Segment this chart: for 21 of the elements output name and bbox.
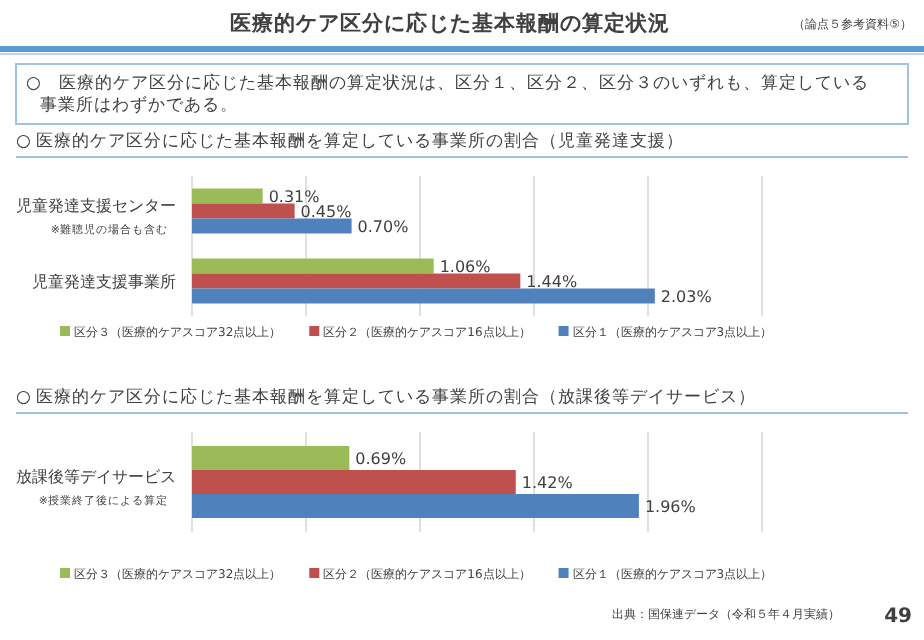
bar bbox=[192, 273, 521, 289]
data-label: 0.69% bbox=[355, 450, 407, 468]
text: 49 bbox=[884, 606, 913, 628]
data-label: 1.06% bbox=[439, 258, 492, 276]
bar bbox=[192, 188, 263, 204]
data-label: 0.70% bbox=[357, 218, 410, 236]
data-label: 2.03% bbox=[660, 288, 713, 306]
chart-title: ○ 医療的ケア区分に応じた基本報酬を算定している事業所の割合（児童発達支援） bbox=[16, 130, 685, 152]
bar bbox=[192, 203, 295, 219]
text: ○ 医療的ケア区分に応じた基本報酬の算定状況は、区分１、区分２、区分３のいずれも、算定している事業所はわずかである。 bbox=[26, 72, 869, 116]
data-label: 1.42% bbox=[521, 474, 574, 492]
bar bbox=[192, 288, 655, 304]
bar bbox=[192, 258, 434, 274]
bar bbox=[192, 218, 352, 234]
chart-title: ○ 医療的ケア区分に応じた基本報酬を算定している事業所の割合（放課後等デイサービス） bbox=[16, 386, 757, 408]
y-tick-label: 児童発達支援事業所 bbox=[32, 273, 176, 291]
data-label: 0.31% bbox=[268, 188, 321, 206]
data-label: 1.44% bbox=[526, 273, 578, 291]
data-label: 1.96% bbox=[644, 498, 697, 516]
data-label: 0.45% bbox=[300, 203, 353, 221]
text: 医療的ケア区分に応じた基本報酬の算定状況 bbox=[230, 10, 670, 36]
